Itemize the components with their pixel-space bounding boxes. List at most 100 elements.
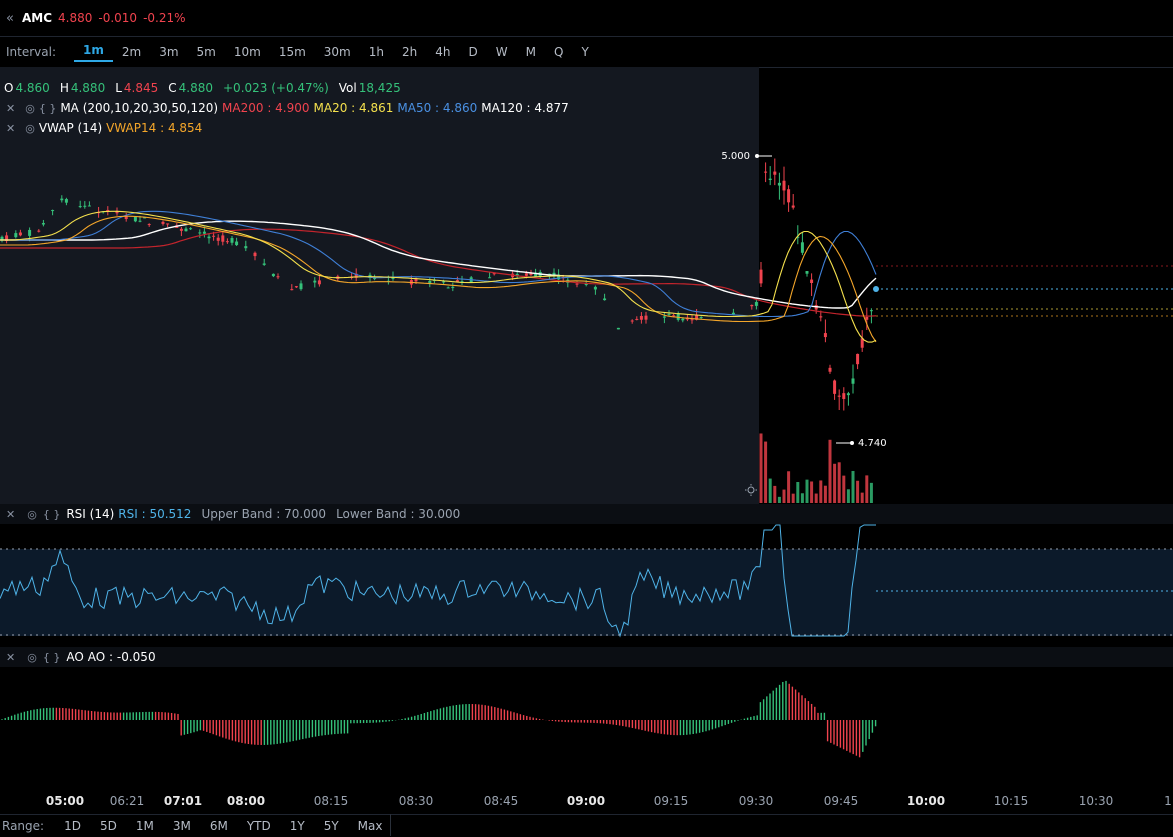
- candle-body: [524, 273, 528, 276]
- range-ytd[interactable]: YTD: [246, 819, 271, 833]
- interval-2m[interactable]: 2m: [121, 45, 142, 59]
- visibility-icon[interactable]: ◎: [25, 101, 35, 115]
- range-5d[interactable]: 5D: [99, 819, 117, 833]
- ma-line: [0, 215, 877, 343]
- candle-body: [18, 232, 22, 236]
- candle-body: [212, 235, 216, 237]
- interval-q[interactable]: Q: [553, 45, 564, 59]
- x-tick: 09:45: [823, 794, 859, 808]
- candle-body: [676, 313, 680, 320]
- candle-body: [856, 353, 860, 365]
- volume-bar: [764, 441, 768, 503]
- ohlc-change: +0.023 (+0.47%): [223, 81, 329, 95]
- interval-15m[interactable]: 15m: [278, 45, 306, 59]
- interval-label: Interval:: [6, 45, 56, 59]
- range-label: Range:: [2, 819, 45, 833]
- volume-bar: [823, 485, 827, 503]
- candle-body: [667, 313, 671, 315]
- interval-d[interactable]: D: [468, 45, 478, 59]
- ma-line: [0, 210, 877, 343]
- candle-body: [138, 220, 142, 222]
- price-chart[interactable]: 5.000 4.740: [0, 67, 1173, 790]
- visibility-icon[interactable]: ◎: [27, 650, 37, 664]
- ma120-value: MA120 : 4.877: [481, 101, 569, 115]
- settings-braces-icon[interactable]: { }: [38, 101, 57, 115]
- candle-body: [189, 228, 193, 230]
- interval-w[interactable]: W: [495, 45, 508, 59]
- candle-body: [60, 198, 64, 201]
- vwap-legend: ✕ ◎ VWAP (14) VWAP14 : 4.854: [0, 118, 573, 138]
- x-tick: 09:15: [653, 794, 689, 808]
- x-tick: 08:30: [398, 794, 434, 808]
- close-icon[interactable]: ✕: [6, 101, 16, 115]
- range-6m[interactable]: 6M: [209, 819, 228, 833]
- candle-body: [198, 232, 202, 234]
- candle-body: [225, 241, 229, 243]
- interval-1m[interactable]: 1m: [74, 43, 113, 62]
- interval-3m[interactable]: 3m: [159, 45, 179, 59]
- interval-1h[interactable]: 1h: [368, 45, 384, 59]
- volume-bar: [782, 489, 786, 503]
- range-separator: [390, 814, 391, 836]
- volume-bar: [768, 478, 772, 503]
- candle-body: [428, 280, 432, 284]
- candle-body: [262, 263, 266, 265]
- x-tick: 07:01: [163, 794, 203, 808]
- price-change-pct: -0.21%: [143, 11, 186, 25]
- close-value: 4.880: [178, 81, 213, 95]
- candle-body: [299, 283, 303, 290]
- volume-bar: [828, 439, 832, 503]
- volume-bar: [837, 462, 841, 503]
- low-marker-dot: [850, 441, 854, 445]
- candle-body: [179, 228, 183, 231]
- volume-bar: [810, 481, 814, 503]
- interval-m[interactable]: M: [525, 45, 536, 59]
- visibility-icon[interactable]: ◎: [25, 121, 35, 135]
- range-5y[interactable]: 5Y: [323, 819, 339, 833]
- candle-body: [221, 235, 225, 242]
- close-icon[interactable]: ✕: [6, 121, 16, 135]
- candle-body: [787, 189, 791, 203]
- range-1y[interactable]: 1Y: [289, 819, 305, 833]
- candle-body: [244, 246, 248, 249]
- interval-y[interactable]: Y: [581, 45, 589, 59]
- x-tick: 05:00: [45, 794, 85, 808]
- volume-bar: [819, 480, 823, 503]
- candle-body: [253, 252, 257, 257]
- close-icon[interactable]: ✕: [6, 650, 16, 664]
- settings-braces-icon[interactable]: { }: [42, 507, 61, 521]
- rsi-line: [0, 524, 876, 638]
- candle-body: [754, 302, 758, 306]
- interval-4h[interactable]: 4h: [435, 45, 451, 59]
- range-3m[interactable]: 3M: [172, 819, 191, 833]
- price-change: -0.010: [98, 11, 138, 25]
- interval-5m[interactable]: 5m: [196, 45, 216, 59]
- interval-30m[interactable]: 30m: [323, 45, 351, 59]
- candle-body: [805, 271, 809, 274]
- range-1m[interactable]: 1M: [135, 819, 154, 833]
- symbol-name[interactable]: AMC: [21, 11, 53, 25]
- collapse-icon[interactable]: «: [6, 10, 14, 26]
- range-1d[interactable]: 1D: [64, 819, 81, 833]
- candle-body: [603, 298, 607, 301]
- candle-body: [819, 316, 823, 318]
- candle-body: [869, 310, 873, 312]
- visibility-icon[interactable]: ◎: [27, 507, 37, 521]
- candle-body: [782, 180, 786, 191]
- interval-2h[interactable]: 2h: [402, 45, 418, 59]
- range-max[interactable]: Max: [357, 819, 383, 833]
- close-icon[interactable]: ✕: [6, 507, 16, 521]
- candle-body: [106, 209, 110, 212]
- volume-bar: [846, 489, 850, 503]
- interval-10m[interactable]: 10m: [233, 45, 261, 59]
- candle-body: [133, 216, 137, 222]
- settings-braces-icon[interactable]: { }: [42, 650, 61, 664]
- time-axis[interactable]: 05:00 06:21 07:01 08:00 08:15 08:30 08:4…: [0, 790, 1173, 812]
- rsi-upper: Upper Band : 70.000: [201, 507, 327, 521]
- last-price-dot: [873, 286, 879, 292]
- volume-bar: [860, 492, 864, 503]
- candle-body: [207, 236, 211, 239]
- candle-body: [230, 238, 234, 243]
- low-marker-label: 4.740: [858, 438, 887, 449]
- candle-body: [41, 223, 45, 225]
